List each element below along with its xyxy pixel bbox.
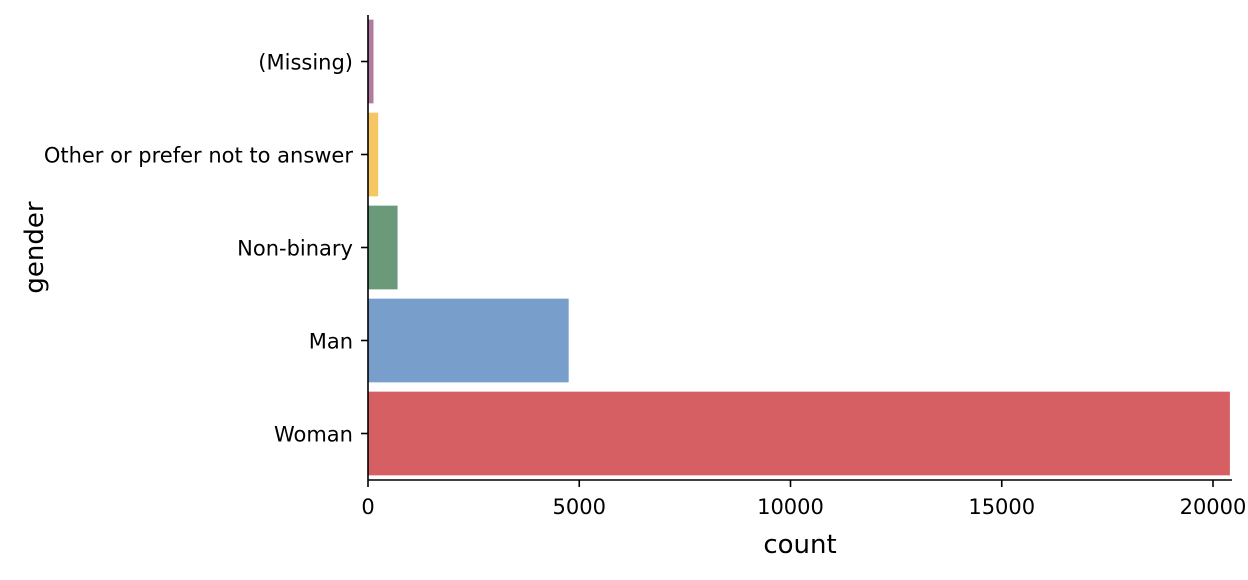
bar-other-or-prefer-not-to-answer bbox=[368, 112, 379, 197]
x-axis-title: count bbox=[763, 530, 836, 560]
bar-missing bbox=[368, 19, 374, 104]
y-axis-title: gender bbox=[20, 201, 50, 293]
x-tick-label: 20000 bbox=[1180, 495, 1247, 519]
y-tick-label: Non-binary bbox=[237, 237, 353, 261]
y-tick-label: Other or prefer not to answer bbox=[44, 144, 354, 168]
y-axis: (Missing) Other or prefer not to answer No… bbox=[44, 15, 369, 480]
x-tick-label: 15000 bbox=[968, 495, 1035, 519]
x-axis: 0 5000 10000 15000 20000 bbox=[361, 479, 1247, 519]
bar-non-binary bbox=[368, 205, 398, 290]
bar-woman bbox=[368, 391, 1230, 476]
x-tick-label: 5000 bbox=[553, 495, 606, 519]
y-tick-label: (Missing) bbox=[258, 51, 353, 75]
x-tick-label: 0 bbox=[361, 495, 374, 519]
bars-group bbox=[368, 19, 1230, 476]
y-tick-label: Man bbox=[309, 330, 353, 354]
x-tick-label: 10000 bbox=[757, 495, 824, 519]
y-tick-label: Woman bbox=[274, 423, 353, 447]
bar-man bbox=[368, 298, 569, 383]
